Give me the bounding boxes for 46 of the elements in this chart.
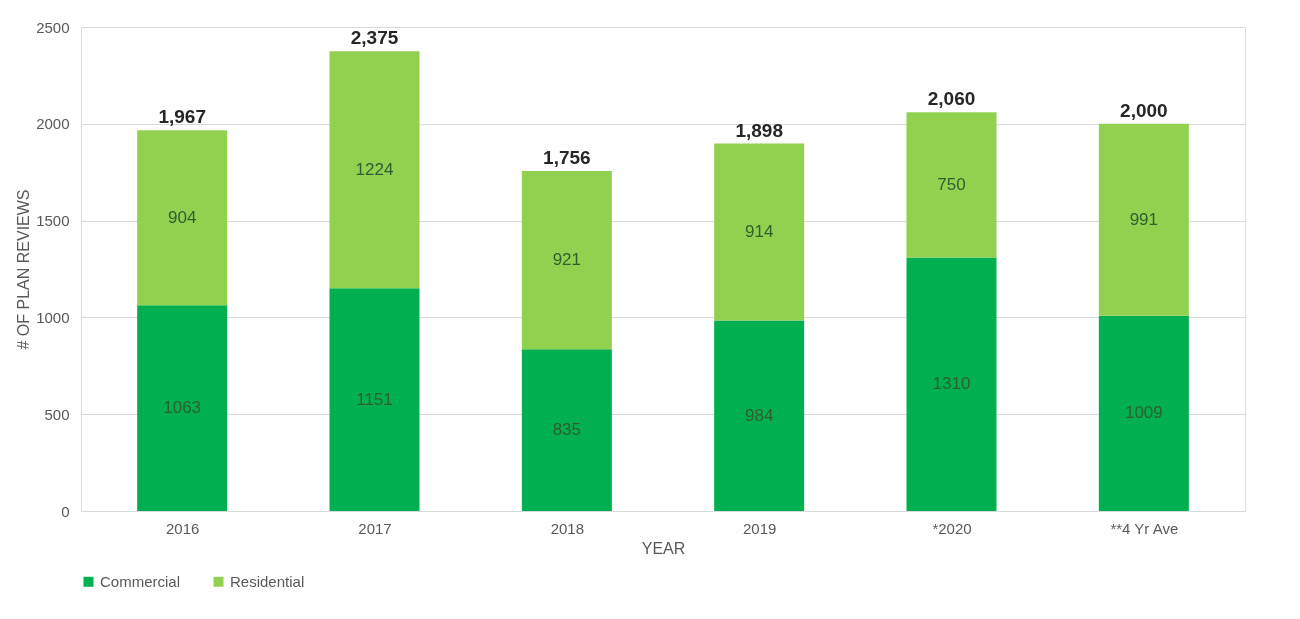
y-tick-label: 500 <box>44 405 70 423</box>
bar <box>1098 315 1189 511</box>
data-label: 921 <box>552 250 582 270</box>
data-label: 1151 <box>356 389 393 409</box>
total-label: 1,898 <box>735 119 783 141</box>
data-label: 1063 <box>163 398 202 418</box>
x-tick-label: 2019 <box>742 519 777 537</box>
y-axis-title: # OF PLAN REVIEWS <box>15 189 33 350</box>
bar <box>521 171 612 350</box>
bar <box>137 130 228 306</box>
total-label: 1,756 <box>543 147 591 169</box>
bar <box>1098 123 1189 316</box>
x-tick-label: **4 Yr Ave <box>1110 519 1179 537</box>
x-tick-label: 2018 <box>550 519 585 537</box>
y-tick-label: 2000 <box>36 115 70 133</box>
data-label: 750 <box>937 174 966 194</box>
y-tick-label: 2500 <box>36 18 70 36</box>
x-tick-label: 2017 <box>358 519 392 537</box>
y-tick-label: 0 <box>61 502 70 520</box>
data-label: 914 <box>744 222 774 242</box>
data-label: 1310 <box>932 374 971 394</box>
bar <box>137 305 228 511</box>
data-label: 904 <box>167 207 197 227</box>
bar <box>906 257 997 511</box>
x-tick-label: *2020 <box>932 519 972 537</box>
bar <box>714 320 805 511</box>
x-axis-title: YEAR <box>641 539 686 557</box>
x-tick-label: 2016 <box>165 519 200 537</box>
bar <box>906 112 997 258</box>
bar <box>714 143 805 321</box>
bar <box>329 51 420 289</box>
total-label: 1,967 <box>158 106 206 128</box>
data-label: 1009 <box>1124 403 1163 423</box>
total-label: 2,375 <box>350 27 399 49</box>
legend-label: Residential <box>230 572 305 590</box>
y-tick-label: 1500 <box>36 212 70 230</box>
data-label: 991 <box>1129 209 1159 229</box>
bar <box>329 288 420 511</box>
data-label: 835 <box>552 420 582 440</box>
data-label: 1224 <box>355 159 394 179</box>
y-tick-label: 1000 <box>36 308 70 326</box>
bar <box>521 349 612 511</box>
total-label: 2,060 <box>927 88 976 110</box>
total-label: 2,000 <box>1120 99 1168 121</box>
data-label: 984 <box>744 405 774 425</box>
legend-label: Commercial <box>100 572 181 590</box>
